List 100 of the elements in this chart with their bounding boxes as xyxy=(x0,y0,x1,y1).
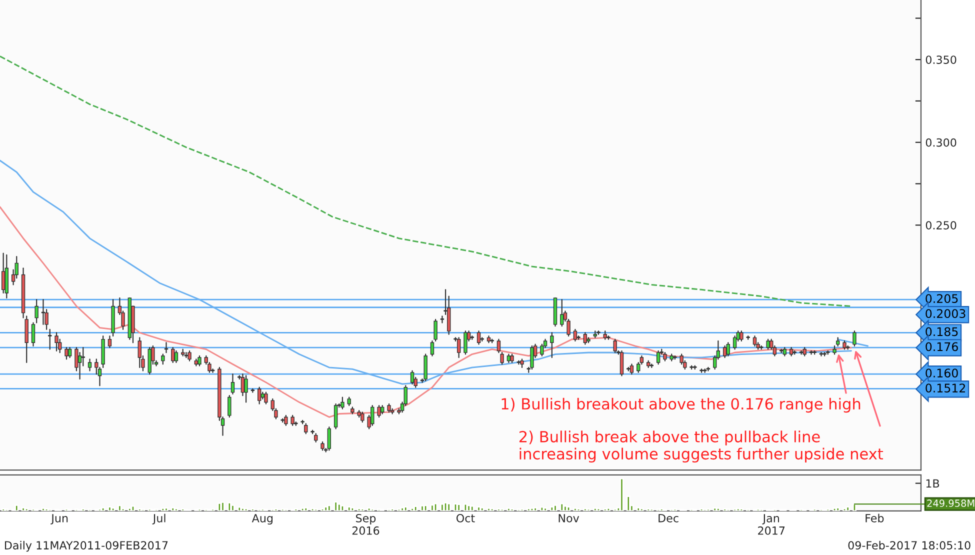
bar xyxy=(327,504,332,511)
candlestick xyxy=(440,316,444,324)
bar xyxy=(304,506,308,511)
bar xyxy=(41,508,46,511)
candlestick xyxy=(161,354,165,365)
candlestick xyxy=(852,330,856,346)
x-tick-label: Sep 2016 xyxy=(352,514,380,535)
bar xyxy=(440,503,444,511)
bar xyxy=(357,508,362,511)
text: 09-Feb-2017 18:05:10 xyxy=(848,540,970,550)
bar xyxy=(583,508,588,511)
bar xyxy=(712,507,717,511)
candlestick xyxy=(340,396,344,410)
bar xyxy=(486,508,491,511)
x-tick-label: Jun xyxy=(50,514,68,524)
y-tick-label: 0.350 xyxy=(926,56,956,64)
candlestick xyxy=(573,328,578,342)
bar xyxy=(420,505,424,511)
candlestick xyxy=(1,252,6,294)
candlestick xyxy=(560,299,564,327)
bar xyxy=(220,501,225,511)
annotation: 249.958M xyxy=(927,500,974,507)
ref-line-label: 0.160 xyxy=(926,368,958,378)
candlestick xyxy=(752,335,757,346)
candlestick xyxy=(430,340,434,356)
bar xyxy=(530,508,534,511)
candlestick xyxy=(456,337,461,358)
candlestick xyxy=(620,350,624,376)
bar xyxy=(240,508,245,511)
bar xyxy=(540,506,544,511)
bar xyxy=(350,506,354,511)
x-tick-label: Jul xyxy=(152,514,166,524)
bar xyxy=(130,505,136,511)
candlestick xyxy=(188,350,192,362)
bar xyxy=(300,508,305,511)
candlestick xyxy=(434,318,438,342)
candlestick xyxy=(530,345,534,370)
bar xyxy=(444,502,448,511)
candlestick xyxy=(630,364,634,375)
bar xyxy=(626,496,630,511)
bar xyxy=(646,508,650,511)
bar xyxy=(470,505,474,511)
candlestick xyxy=(613,338,617,354)
bar xyxy=(596,508,600,511)
bar xyxy=(576,508,581,511)
bar xyxy=(320,508,325,511)
candlestick xyxy=(257,386,262,404)
annotation: 2) Bullish break above the pullback line increasing volume suggests further upside next xyxy=(519,430,884,463)
candlestick xyxy=(64,347,68,360)
line-series xyxy=(0,56,852,307)
candlestick xyxy=(726,342,730,356)
text: Daily 11MAY2011-09FEB2017 xyxy=(4,540,168,552)
candlestick xyxy=(68,347,72,358)
candlestick xyxy=(244,375,248,403)
bar xyxy=(81,508,86,511)
bar xyxy=(164,507,168,511)
bar xyxy=(526,508,531,511)
bar xyxy=(496,508,501,511)
candlestick xyxy=(88,358,92,372)
candlestick xyxy=(476,330,481,345)
bar xyxy=(340,505,344,511)
bar xyxy=(138,508,142,511)
bar xyxy=(722,508,727,511)
bar xyxy=(603,508,608,511)
bar xyxy=(310,508,315,511)
bar xyxy=(660,508,664,511)
bar xyxy=(230,504,235,511)
bar xyxy=(21,506,26,511)
x-tick-label: Aug xyxy=(252,514,272,525)
bar xyxy=(101,506,106,511)
bar xyxy=(736,508,740,511)
candlestick xyxy=(164,342,168,354)
y-tick-label: 0.300 xyxy=(926,138,956,147)
bar xyxy=(128,508,132,511)
bar xyxy=(553,504,558,511)
candlestick xyxy=(81,347,85,366)
bar xyxy=(180,508,185,511)
candlestick xyxy=(327,426,332,451)
x-tick-label: Dec xyxy=(658,514,678,522)
bar xyxy=(360,508,364,511)
candlestick xyxy=(464,330,468,355)
bar xyxy=(573,508,578,511)
bar xyxy=(506,508,511,511)
bar xyxy=(430,504,434,511)
candlestick xyxy=(228,395,232,418)
ref-line-label: 0.176 xyxy=(926,342,958,352)
bar xyxy=(490,508,494,511)
candlestick xyxy=(48,328,52,350)
candlestick xyxy=(54,332,58,352)
bar xyxy=(846,506,850,511)
bar xyxy=(453,503,458,511)
y-tick-label: 0.250 xyxy=(926,221,956,230)
bar xyxy=(566,506,571,511)
bar xyxy=(606,508,610,511)
bar xyxy=(700,508,704,511)
bar xyxy=(424,504,428,511)
x-tick-label: Nov xyxy=(558,514,580,522)
candlestick xyxy=(230,374,235,394)
candlestick xyxy=(740,330,744,342)
bar xyxy=(456,504,461,511)
